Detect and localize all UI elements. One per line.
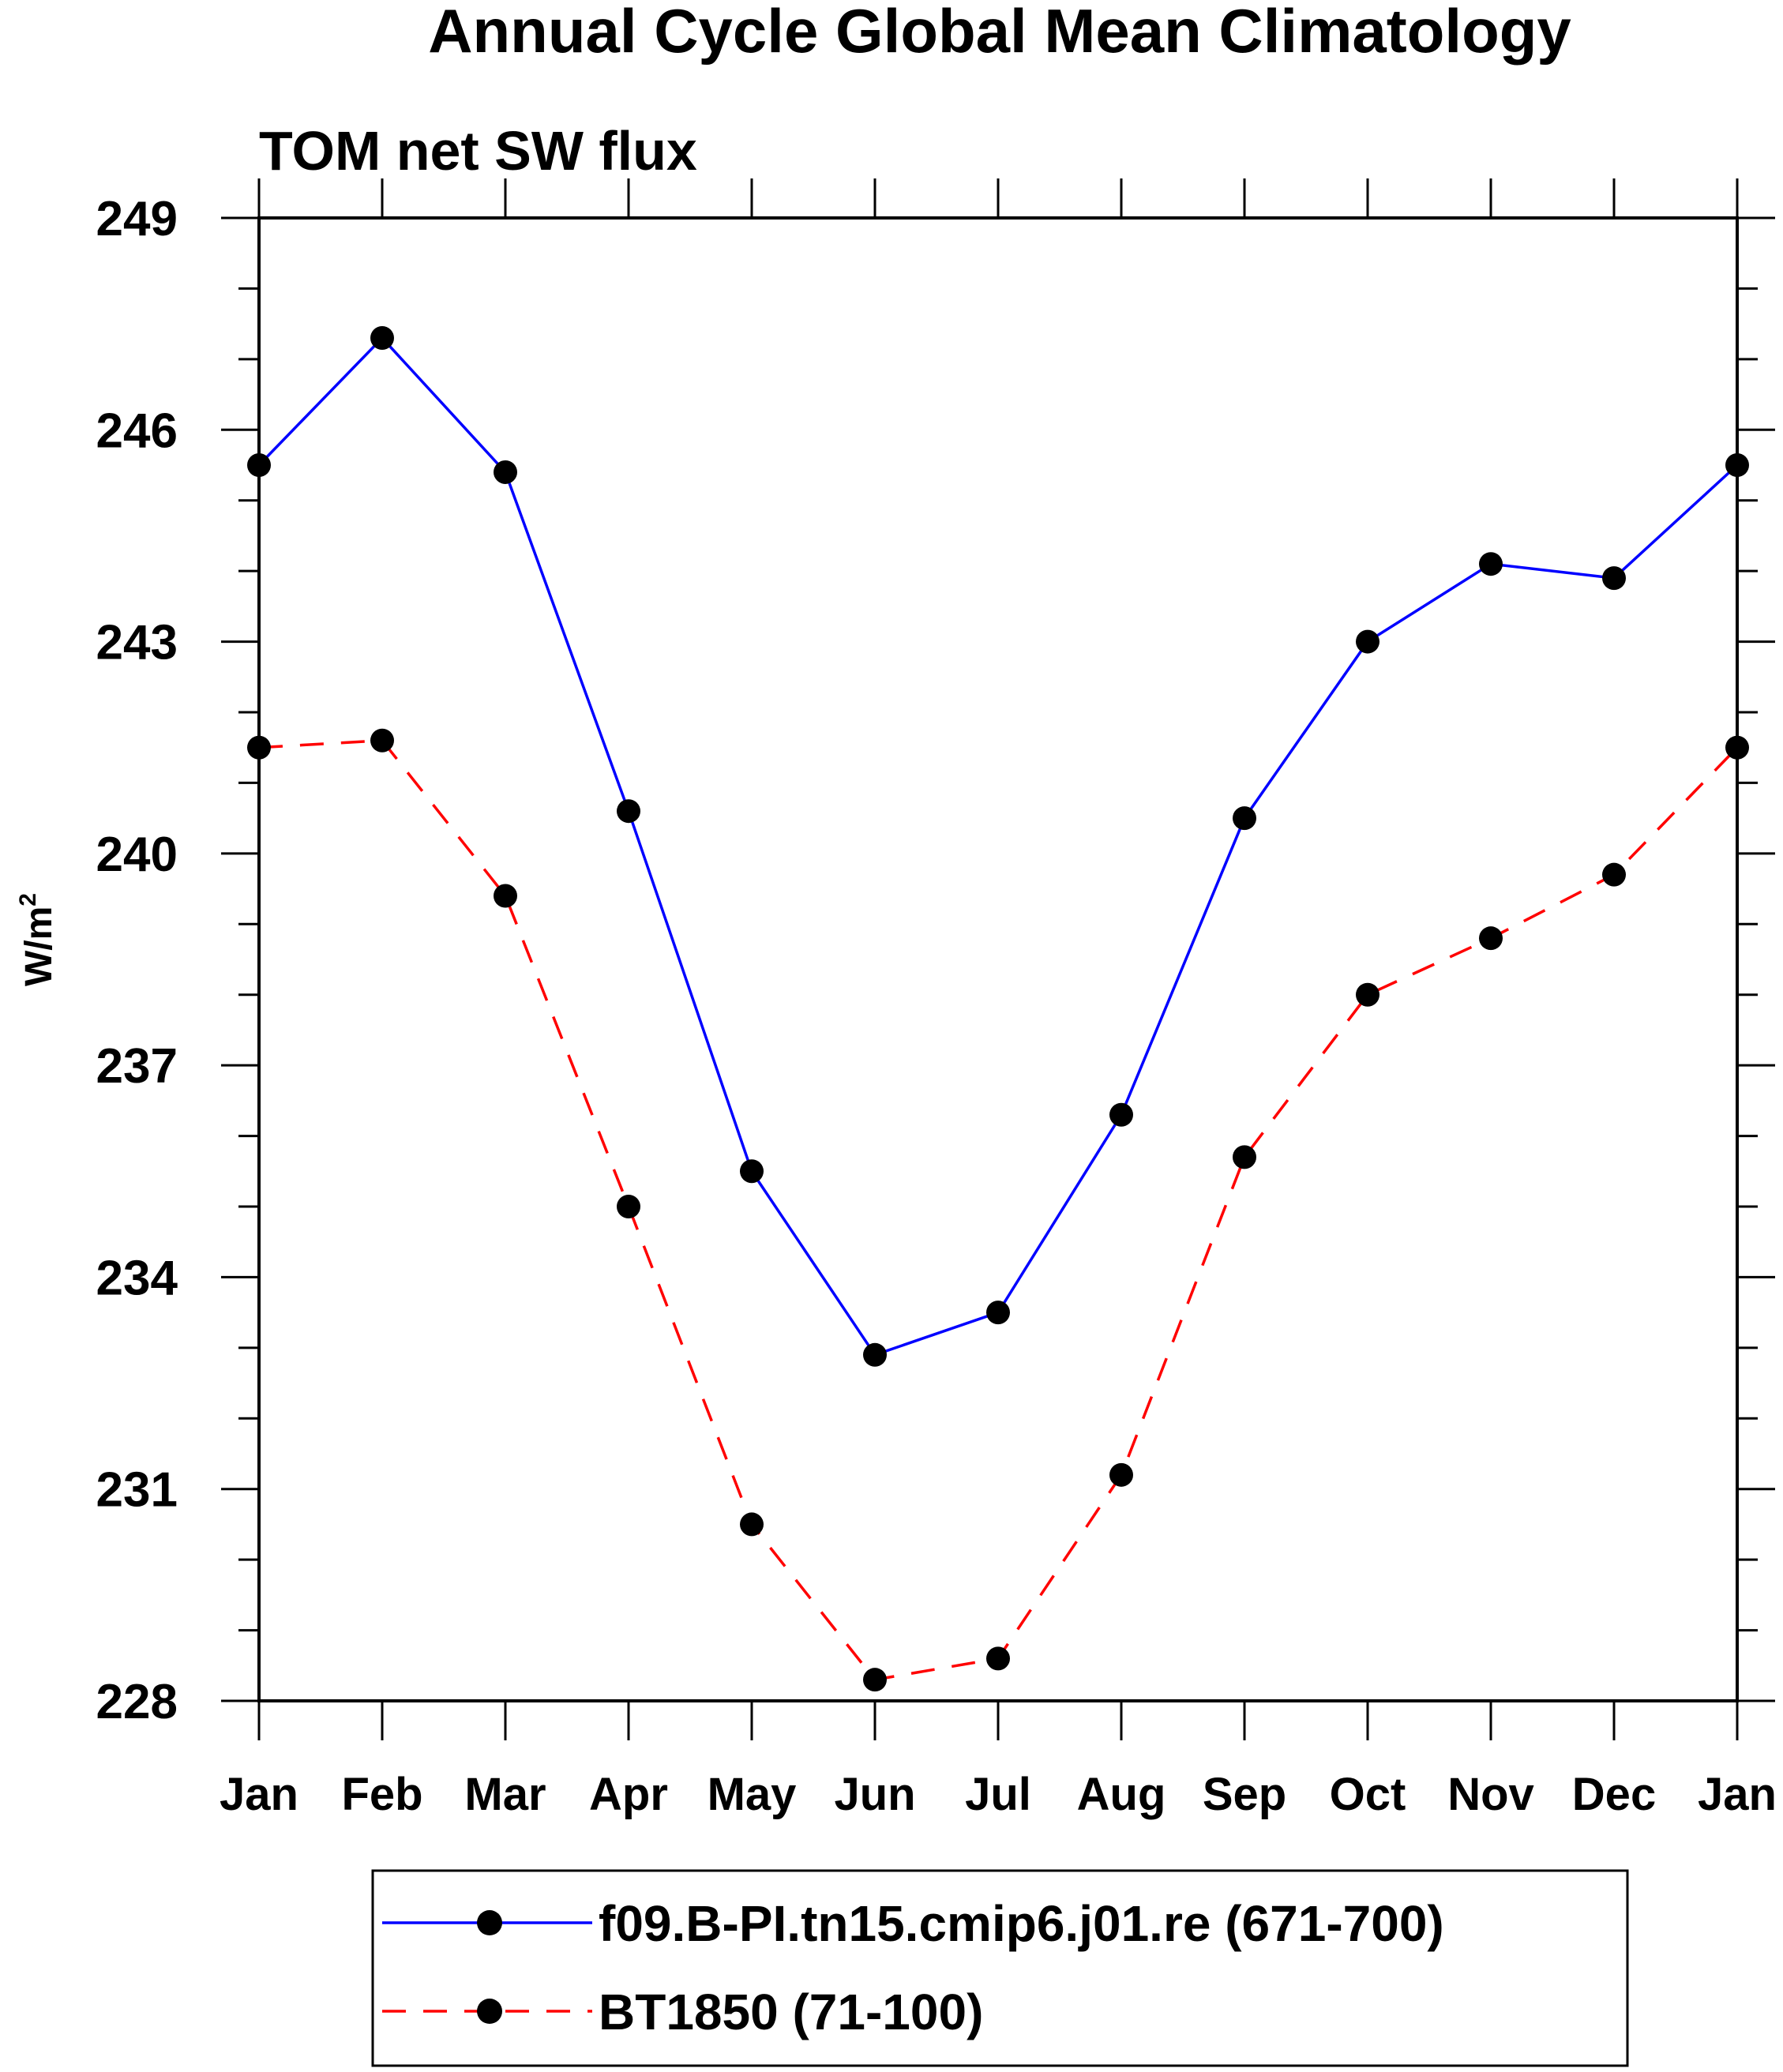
data-point	[494, 884, 517, 908]
x-tick-label: Jan	[1698, 1769, 1777, 1820]
chart-title: Annual Cycle Global Mean Climatology	[428, 0, 1571, 66]
data-point	[740, 1159, 764, 1184]
data-point	[1725, 453, 1749, 477]
data-point	[617, 799, 640, 824]
data-point	[1479, 926, 1503, 951]
legend-label-1: f09.B-PI.tn15.cmip6.j01.re (671-700)	[599, 1895, 1444, 1952]
data-point	[617, 1195, 640, 1218]
data-point	[1356, 982, 1379, 1007]
y-tick-label: 243	[96, 616, 178, 670]
y-tick-label: 234	[96, 1251, 178, 1305]
x-tick-label: Nov	[1447, 1769, 1534, 1820]
legend: f09.B-PI.tn15.cmip6.j01.re (671-700) BT18…	[371, 1869, 1629, 2067]
series-line-1	[257, 336, 1739, 1357]
data-point	[1602, 566, 1626, 591]
data-point	[1109, 1102, 1133, 1127]
x-tick-label: Mar	[464, 1769, 546, 1820]
y-tick-label: 231	[96, 1463, 178, 1518]
data-point	[494, 460, 517, 484]
x-tick-label: Jul	[965, 1769, 1031, 1820]
data-point	[370, 326, 394, 351]
legend-label-2: BT1850 (71-100)	[599, 1984, 983, 2040]
data-point	[740, 1512, 764, 1537]
series-layer	[247, 326, 1749, 1692]
legend-box	[371, 1869, 1629, 2067]
legend-marker-2	[477, 1999, 502, 2024]
data-point	[247, 735, 271, 760]
x-tick-label: May	[708, 1769, 797, 1820]
data-point	[986, 1646, 1010, 1671]
x-tick-label: Feb	[341, 1769, 422, 1820]
plot-axes: 249 246 243 240 237 234 231 228 Jan Feb Mar Apr May J…	[96, 178, 1777, 1820]
legend-marker-1	[477, 1910, 502, 1935]
y-tick-label: 249	[96, 192, 178, 246]
data-point	[1109, 1462, 1133, 1487]
x-tick-label: Aug	[1077, 1769, 1166, 1820]
x-tick-label: Sep	[1203, 1769, 1286, 1820]
data-point	[863, 1342, 887, 1367]
series-line-2	[258, 738, 1739, 1682]
x-tick-label: Oct	[1330, 1769, 1406, 1820]
data-point	[370, 728, 394, 753]
data-point	[1725, 735, 1749, 760]
data-point	[1479, 552, 1503, 576]
y-axis-label-superscript: 2	[15, 893, 41, 906]
y-tick-label: 240	[96, 828, 178, 882]
data-point	[1356, 629, 1379, 654]
x-tick-label: Jun	[834, 1769, 915, 1820]
chart-subtitle: TOM net SW flux	[259, 120, 697, 182]
plot-frame	[257, 216, 1739, 1702]
y-tick-label: 246	[96, 404, 178, 458]
x-tick-label: Dec	[1572, 1769, 1656, 1820]
y-axis-label: W/m2	[15, 893, 60, 986]
data-point	[863, 1668, 887, 1692]
y-tick-label: 228	[96, 1675, 178, 1729]
x-tick-label: Apr	[589, 1769, 668, 1820]
data-point	[1602, 862, 1626, 887]
data-point	[1233, 806, 1256, 831]
data-point	[247, 453, 271, 477]
data-point	[1233, 1145, 1256, 1169]
x-tick-label: Jan	[220, 1769, 298, 1820]
y-tick-label: 237	[96, 1039, 178, 1094]
y-axis-label-text: W/m	[18, 906, 60, 986]
data-point	[986, 1301, 1010, 1325]
